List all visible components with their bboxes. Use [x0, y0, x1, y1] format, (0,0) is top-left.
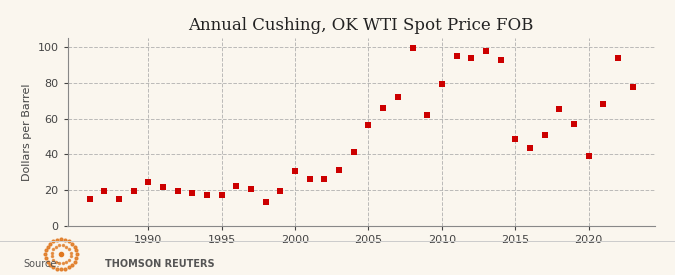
Point — [246, 187, 256, 191]
Point — [261, 200, 271, 204]
Point — [627, 85, 638, 89]
Y-axis label: Dollars per Barrel: Dollars per Barrel — [22, 83, 32, 181]
Point — [451, 54, 462, 59]
Point — [598, 102, 609, 106]
Point — [319, 177, 330, 181]
Point — [378, 106, 389, 110]
Point — [304, 177, 315, 182]
Point — [466, 56, 477, 60]
Point — [157, 185, 168, 189]
Point — [187, 191, 198, 195]
Point — [539, 133, 550, 137]
Point — [481, 49, 491, 53]
Point — [568, 122, 579, 127]
Point — [437, 82, 448, 86]
Point — [216, 193, 227, 197]
Point — [524, 146, 535, 151]
Point — [128, 188, 139, 193]
Point — [407, 46, 418, 50]
Point — [275, 189, 286, 193]
Point — [348, 150, 359, 154]
Point — [363, 123, 374, 127]
Point — [84, 196, 95, 201]
Point — [554, 107, 565, 112]
Point — [143, 180, 154, 184]
Text: Source:: Source: — [24, 259, 60, 269]
Point — [422, 113, 433, 117]
Point — [613, 55, 624, 60]
Point — [495, 58, 506, 62]
Text: THOMSON REUTERS: THOMSON REUTERS — [105, 259, 214, 269]
Point — [172, 189, 183, 193]
Title: Annual Cushing, OK WTI Spot Price FOB: Annual Cushing, OK WTI Spot Price FOB — [188, 17, 534, 34]
Point — [583, 153, 594, 158]
Point — [202, 193, 213, 197]
Point — [510, 137, 520, 141]
Point — [99, 189, 109, 194]
Point — [333, 168, 344, 172]
Point — [231, 184, 242, 188]
Point — [392, 95, 403, 99]
Point — [113, 197, 124, 201]
Point — [290, 169, 300, 174]
